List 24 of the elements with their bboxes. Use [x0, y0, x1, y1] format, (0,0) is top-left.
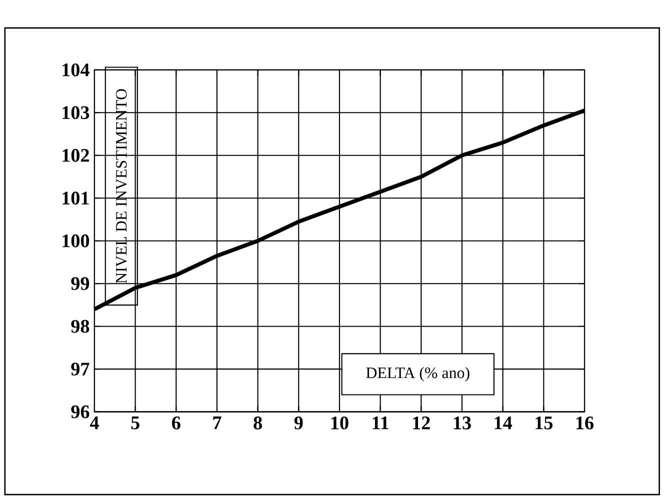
y-tick-label: 104 — [62, 64, 90, 77]
x-tick-label: 12 — [413, 416, 430, 430]
y-tick-label: 100 — [62, 234, 90, 248]
x-tick-label: 16 — [576, 416, 594, 430]
x-axis-title: DELTA (% ano) — [366, 367, 470, 382]
x-tick-label: 8 — [254, 416, 262, 430]
x-tick-label: 5 — [131, 416, 140, 430]
x-tick-label: 15 — [536, 416, 553, 430]
x-tick-label: 14 — [494, 416, 512, 430]
y-tick-label: 102 — [62, 149, 89, 162]
x-tick-label: 4 — [90, 416, 99, 430]
y-axis-title: NIVEL DE INVESTIMENTO — [116, 89, 127, 284]
x-tick-label: 9 — [294, 416, 303, 430]
y-tick-label: 99 — [71, 277, 90, 290]
x-tick-label: 10 — [331, 416, 348, 430]
y-tick-label: 98 — [71, 320, 90, 334]
y-tick-label: 103 — [62, 106, 90, 120]
y-tick-label: 96 — [71, 406, 90, 418]
x-tick-label: 7 — [213, 416, 222, 430]
x-tick-label: 6 — [172, 416, 180, 430]
y-tick-label: 101 — [62, 192, 89, 205]
x-tick-label: 11 — [372, 416, 388, 430]
x-tick-label: 13 — [454, 416, 471, 430]
y-tick-label: 97 — [71, 362, 90, 376]
